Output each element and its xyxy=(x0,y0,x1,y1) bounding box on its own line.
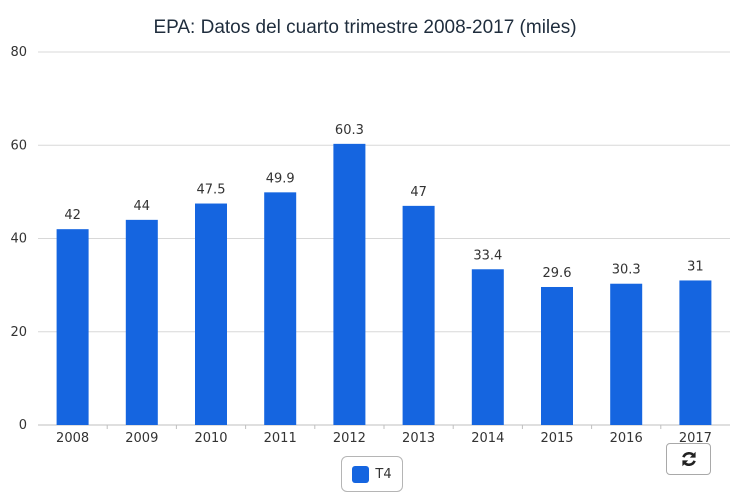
y-tick-label: 20 xyxy=(10,325,27,340)
legend-swatch xyxy=(352,465,370,483)
data-label-2014: 33.4 xyxy=(473,248,502,263)
x-tick-label-2009: 2009 xyxy=(125,431,158,446)
data-label-2008: 42 xyxy=(64,208,81,223)
y-tick-label: 80 xyxy=(10,45,27,60)
bar-2014[interactable] xyxy=(471,269,504,425)
bar-2008[interactable] xyxy=(56,229,89,425)
x-tick-label-2013: 2013 xyxy=(402,431,435,446)
y-axis-ticks: 0 20 40 60 80 xyxy=(10,45,27,433)
data-label-2015: 29.6 xyxy=(543,266,572,281)
bar-2016[interactable] xyxy=(610,283,643,425)
bar-2012[interactable] xyxy=(333,143,366,425)
refresh-button[interactable] xyxy=(666,443,711,475)
y-tick-label: 40 xyxy=(10,232,27,247)
bar-2011[interactable] xyxy=(264,192,297,425)
data-label-2010: 47.5 xyxy=(197,183,226,198)
bar-2015[interactable] xyxy=(541,286,573,425)
data-labels: 42 44 47.5 49.9 60.3 47 33.4 29.6 30.3 31 xyxy=(64,123,703,281)
x-tick-label-2011: 2011 xyxy=(264,431,297,446)
data-label-2009: 44 xyxy=(134,199,151,214)
x-tick-label-2010: 2010 xyxy=(194,431,227,446)
bar-2017[interactable] xyxy=(679,280,712,425)
data-label-2016: 30.3 xyxy=(612,263,641,278)
x-tick-label-2017: 2017 xyxy=(679,431,712,446)
x-axis-ticks: 2008 2009 2010 2011 2012 2013 2014 2015 2016 2017 xyxy=(56,425,712,446)
chart-title: EPA: Datos del cuarto trimestre 2008-201… xyxy=(153,17,576,38)
bar-2010[interactable] xyxy=(195,203,227,425)
legend-label: T4 xyxy=(375,466,392,482)
data-label-2011: 49.9 xyxy=(266,171,295,186)
x-tick-label-2016: 2016 xyxy=(610,431,643,446)
x-tick-label-2008: 2008 xyxy=(56,431,89,446)
refresh-icon xyxy=(681,451,696,467)
x-tick-label-2015: 2015 xyxy=(540,431,573,446)
bar-2013[interactable] xyxy=(402,205,435,425)
x-tick-label-2012: 2012 xyxy=(333,431,366,446)
legend-item-t4[interactable]: T4 xyxy=(341,456,403,492)
data-label-2013: 47 xyxy=(410,185,427,200)
y-tick-label: 60 xyxy=(10,138,27,153)
bar-2009[interactable] xyxy=(125,219,158,425)
bars xyxy=(56,143,712,425)
data-label-2012: 60.3 xyxy=(335,123,364,138)
y-tick-label: 0 xyxy=(19,418,27,433)
x-tick-label-2014: 2014 xyxy=(471,431,504,446)
data-label-2017: 31 xyxy=(687,259,704,274)
